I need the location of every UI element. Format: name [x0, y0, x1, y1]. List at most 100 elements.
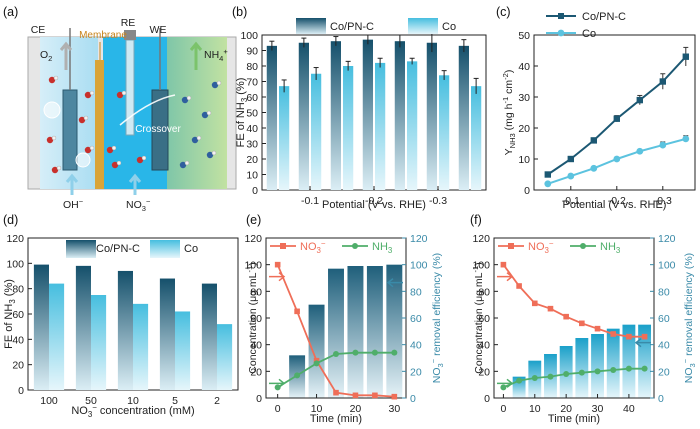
point-no3: [626, 333, 632, 340]
point-co: [636, 147, 644, 155]
point-nh3: [531, 375, 538, 381]
no3-label: NO3−: [126, 197, 151, 213]
o2-label: O2: [40, 49, 52, 63]
y-tick-label: 40: [250, 340, 262, 352]
label-part: −: [681, 358, 690, 363]
point-copnc: [590, 137, 597, 144]
x-tick-label: -0.3: [429, 195, 447, 207]
reference-electrode: [125, 39, 135, 136]
point-nh3: [594, 368, 601, 375]
bar-copnc: [75, 265, 91, 390]
y-tick-label: 40: [246, 123, 258, 135]
point-nh3: [610, 367, 617, 373]
x-tick-label: -0.3: [654, 195, 672, 207]
panel-label-a: (a): [3, 5, 18, 19]
label-part: 3: [688, 363, 697, 367]
point-no3: [372, 392, 378, 399]
molecule-h: [186, 95, 192, 101]
point-no3: [579, 320, 585, 327]
label-part: NO: [528, 241, 545, 253]
y-tick-label: 60: [12, 309, 24, 321]
molecule-h: [83, 115, 89, 121]
molecule-h: [116, 160, 122, 166]
legend-marker-nh3: [580, 243, 586, 249]
bar-copnc: [117, 270, 133, 390]
label-part: NH: [204, 49, 219, 61]
label-part: (%): [3, 279, 15, 299]
y-tick-label: 40: [518, 61, 530, 73]
panel-b: (b) -0.1 -0.2 -0.3 0 10 20 30 40 50 60 70 80 90 100 Pot…: [232, 5, 487, 211]
y-tick-label: 50: [518, 30, 530, 42]
x-tick-label: 5: [172, 395, 178, 407]
molecule-h: [206, 110, 212, 116]
point-nh3: [294, 372, 301, 379]
molecule: [191, 136, 199, 144]
y-tick-label: 40: [12, 334, 24, 346]
y2-tick-label: 100: [658, 260, 676, 272]
label-part: −: [146, 197, 151, 206]
label-part: O: [40, 49, 48, 61]
point-no3: [391, 393, 398, 400]
label-part: 3: [142, 204, 146, 213]
point-co: [590, 164, 598, 172]
label-part: −: [79, 197, 84, 206]
point-no3: [500, 261, 507, 268]
crossover-label: Crossover: [135, 124, 181, 135]
label-part: 3: [436, 363, 445, 367]
molecule: [106, 146, 114, 154]
point-nh3: [641, 365, 648, 372]
bar-copnc: [394, 41, 405, 191]
removal-bar: [622, 324, 636, 398]
panel-e: (e) 0 10 20 30 0 20 40 60 80 100 120 0 20 40 60 80 100 120…: [244, 213, 445, 425]
y-tick-label: 120: [6, 233, 24, 245]
x-axis-label: NO3− concentration (mM): [71, 403, 194, 419]
molecule-h: [184, 160, 190, 166]
y-tick-label: 20: [250, 366, 262, 378]
molecule-h: [121, 90, 127, 96]
point-no3: [352, 392, 359, 399]
y-tick-label: 10: [518, 154, 530, 166]
bar-co: [133, 303, 149, 390]
molecule: [84, 91, 92, 99]
point-co: [613, 155, 621, 163]
bar-co: [175, 311, 191, 390]
legend-swatch-copnc: [296, 18, 326, 34]
bar-copnc: [426, 42, 437, 190]
re-label: RE: [121, 17, 136, 29]
y2-tick-label: 120: [410, 233, 428, 245]
y-tick-label: 0: [256, 393, 262, 405]
x-axis-label: Potential (V vs. RHE): [322, 199, 426, 211]
label-part: 4: [219, 54, 223, 63]
label-part: 3: [388, 246, 393, 255]
removal-bar: [328, 268, 344, 398]
removal-bar: [366, 266, 383, 398]
oh-label: OH−: [63, 197, 84, 211]
label-part: (mg h: [503, 103, 515, 133]
x-tick-label: 10: [311, 403, 323, 415]
y2-tick-label: 80: [658, 286, 670, 298]
y-tick-label: 80: [12, 284, 24, 296]
point-nh3: [371, 349, 378, 356]
label-part: −: [549, 239, 554, 248]
label-part: Y: [503, 148, 515, 155]
y2-tick-label: 40: [410, 340, 422, 352]
y-tick-label: 0: [524, 185, 530, 197]
bar-co: [343, 66, 354, 190]
y-tick-label: 80: [246, 61, 258, 73]
bubble: [75, 152, 91, 168]
series-line-nh3: [503, 367, 645, 389]
x-tick-label: 30: [388, 403, 400, 415]
bar-copnc: [298, 42, 309, 190]
label-part: NO: [126, 199, 142, 211]
label-part: -1: [471, 266, 480, 273]
x-tick-label: 20: [560, 403, 572, 415]
molecule: [179, 161, 187, 169]
molecule-h: [216, 80, 222, 86]
label-part: removal efficiency (%): [431, 253, 443, 359]
y2-tick-label: 40: [658, 340, 670, 352]
bar-co: [91, 295, 107, 390]
label-part: 3: [545, 246, 550, 255]
x-tick-label: -0.2: [608, 195, 626, 207]
